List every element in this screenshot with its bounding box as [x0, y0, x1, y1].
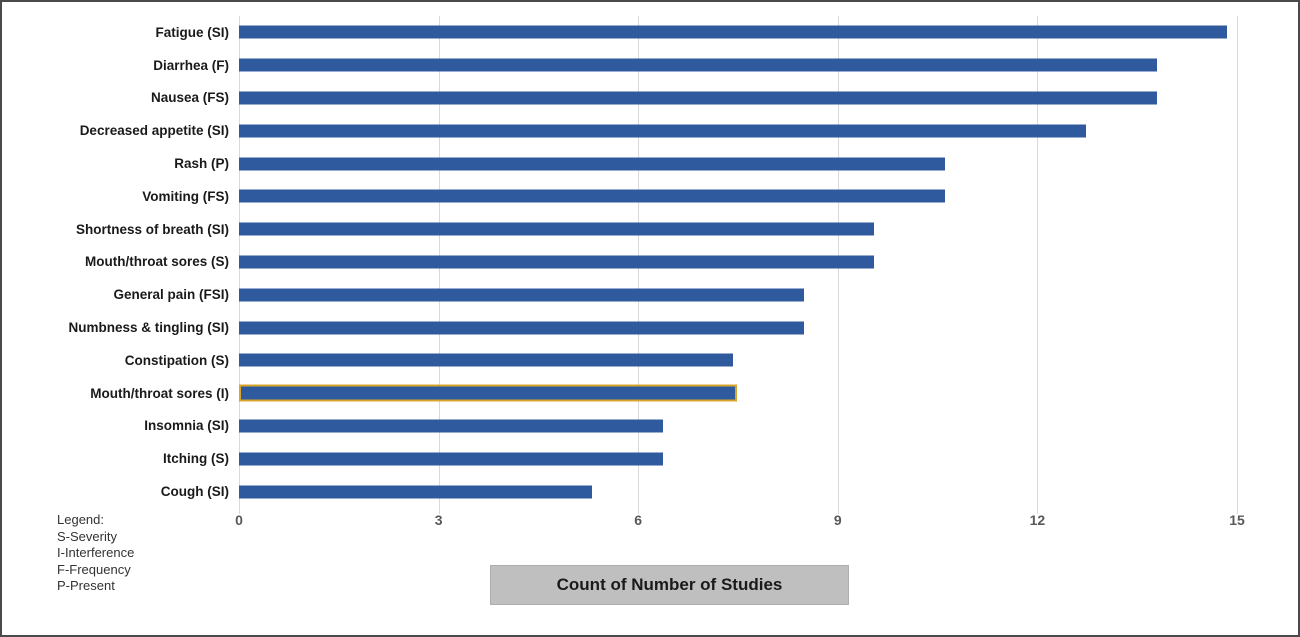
category-label: Shortness of breath (SI) [75, 221, 229, 237]
bar [239, 353, 734, 367]
legend-entry: F-Frequency [57, 561, 131, 577]
chart-row: General pain (FSI) [2, 278, 1298, 311]
bar [239, 58, 1157, 72]
bar [239, 91, 1157, 105]
bar-area [239, 278, 1298, 311]
x-tick-label: 3 [434, 512, 443, 528]
bar [239, 124, 1087, 138]
bar-area [239, 311, 1298, 344]
chart-row: Insomnia (SI) [2, 410, 1298, 443]
chart-row: Nausea (FS) [2, 82, 1298, 115]
chart-row: Vomiting (FS) [2, 180, 1298, 213]
x-axis: 0 3 6 9 12 15 [235, 512, 1245, 534]
bar-area [239, 475, 1298, 508]
chart-row: Numbness & tingling (SI) [2, 311, 1298, 344]
bar-highlighted [239, 384, 738, 402]
bar [239, 25, 1228, 39]
bar-area [239, 213, 1298, 246]
chart-row: Shortness of breath (SI) [2, 213, 1298, 246]
legend-entry: P-Present [57, 578, 115, 593]
gridline [1237, 16, 1238, 514]
bar-area [239, 16, 1298, 49]
chart-row: Itching (S) [2, 442, 1298, 475]
bar-rows: Fatigue (SI) Diarrhea (F) Nausea (FS) Decre… [2, 16, 1298, 508]
bar-area [239, 377, 1298, 410]
bar [239, 222, 875, 236]
category-label: General pain (FSI) [113, 287, 229, 303]
bar [239, 255, 875, 269]
chart-row: Fatigue (SI) [2, 16, 1298, 49]
bar-area [239, 114, 1298, 147]
category-label: Fatigue (SI) [155, 24, 230, 40]
chart-row: Decreased appetite (SI) [2, 114, 1298, 147]
bar-area [239, 147, 1298, 180]
bar [239, 452, 663, 466]
bar-area [239, 442, 1298, 475]
chart-row: Rash (P) [2, 147, 1298, 180]
bar-area [239, 246, 1298, 279]
category-label: Diarrhea (F) [153, 57, 229, 73]
category-label: Decreased appetite (SI) [79, 123, 229, 139]
x-axis-title-box: Count of Number of Studies [490, 565, 849, 605]
chart-row: Mouth/throat sores (I) [2, 377, 1298, 410]
x-tick-label: 0 [235, 512, 243, 528]
bar [239, 485, 592, 499]
chart-row: Constipation (S) [2, 344, 1298, 377]
chart-row: Cough (SI) [2, 475, 1298, 508]
category-label: Constipation (S) [124, 352, 229, 368]
legend-title: Legend: [57, 512, 104, 527]
category-label: Cough (SI) [160, 484, 229, 500]
x-axis-title: Count of Number of Studies [556, 575, 783, 594]
legend-entry: S-Severity [57, 528, 117, 544]
category-label: Mouth/throat sores (S) [85, 254, 229, 270]
x-tick-label: 15 [1229, 512, 1245, 528]
category-label: Insomnia (SI) [144, 418, 229, 434]
category-label: Itching (S) [163, 451, 229, 467]
bar [239, 288, 804, 302]
bar [239, 157, 945, 171]
bar-area [239, 82, 1298, 115]
x-tick-label: 12 [1029, 512, 1046, 528]
bar-area [239, 49, 1298, 82]
x-tick-label: 9 [833, 512, 842, 528]
bar [239, 189, 945, 203]
bar-area [239, 410, 1298, 443]
bar-area [239, 344, 1298, 377]
category-label: Vomiting (FS) [142, 188, 229, 204]
abbreviation-legend: Legend: S-Severity I-Interference F-Freque… [57, 512, 134, 595]
gridline [1037, 16, 1039, 514]
category-label: Mouth/throat sores (I) [90, 385, 229, 401]
legend-entry: I-Interference [57, 545, 135, 560]
bar-area [239, 180, 1298, 213]
x-tick-label: 6 [634, 512, 643, 528]
category-label: Numbness & tingling (SI) [68, 320, 230, 336]
category-label: Nausea (FS) [150, 90, 229, 106]
bar [239, 321, 804, 335]
bar [239, 419, 663, 433]
category-label: Rash (P) [174, 156, 229, 172]
chart-row: Diarrhea (F) [2, 49, 1298, 82]
chart-row: Mouth/throat sores (S) [2, 246, 1298, 279]
